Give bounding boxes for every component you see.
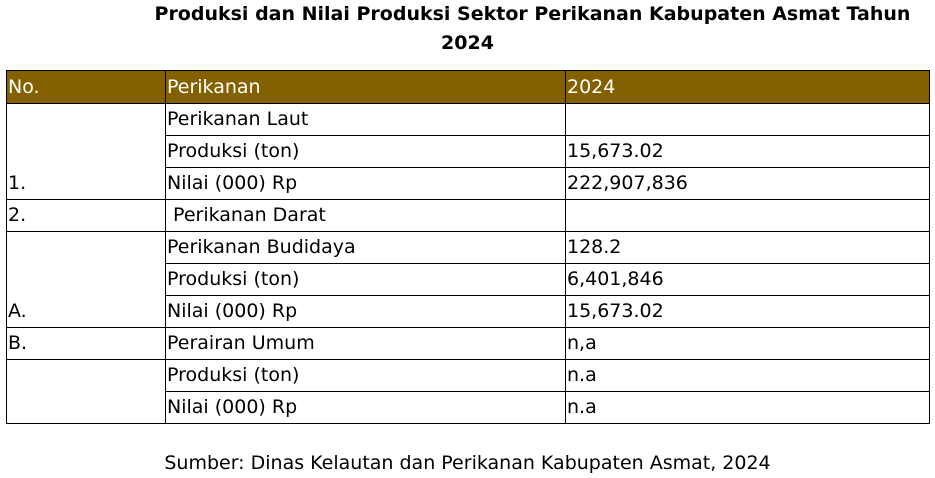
source-note: Sumber: Dinas Kelautan dan Perikanan Kab… (164, 452, 771, 474)
table-row: Nilai (000) Rp 15,673.02 (7, 295, 930, 328)
row-value: 222,907,836 (565, 167, 930, 200)
row-item: Perairan Umum (165, 327, 566, 360)
row-value (565, 199, 930, 232)
row-value: n.a (565, 359, 930, 392)
row-number-empty (6, 359, 166, 424)
table-row: Produksi (ton) 15,673.02 (7, 135, 930, 168)
table-row: 2. Perikanan Darat (6, 199, 930, 232)
row-value: 15,673.02 (565, 135, 930, 168)
row-value (565, 103, 930, 136)
row-value: n.a (565, 391, 930, 424)
table-header-row: No. Perikanan 2024 (6, 70, 930, 104)
header-no: No. (6, 70, 166, 104)
table-row: Nilai (000) Rp n.a (7, 391, 930, 424)
table-row: Nilai (000) Rp 222,907,836 (7, 167, 930, 200)
title-line-2: 2024 (441, 32, 494, 54)
row-item: Perikanan Budidaya (165, 231, 566, 264)
row-item: Perikanan Darat (165, 199, 566, 232)
row-item: Nilai (000) Rp (165, 295, 566, 328)
title-line-1: Produksi dan Nilai Produksi Sektor Perik… (154, 3, 911, 25)
header-perikanan: Perikanan (165, 70, 566, 104)
row-value: 128.2 (565, 231, 930, 264)
row-number-1: 1. (6, 103, 166, 200)
row-item: Produksi (ton) (165, 135, 566, 168)
row-value: n,a (565, 327, 930, 360)
fisheries-table: No. Perikanan 2024 1. Perikanan Laut Pro… (6, 70, 930, 424)
row-value: 15,673.02 (565, 295, 930, 328)
row-item: Perikanan Laut (165, 103, 566, 136)
page-title: Produksi dan Nilai Produksi Sektor Perik… (0, 0, 935, 58)
row-item: Nilai (000) Rp (165, 167, 566, 200)
row-item: Produksi (ton) (165, 359, 566, 392)
row-number-a: A. (6, 231, 166, 328)
header-year: 2024 (565, 70, 930, 104)
row-item: Produksi (ton) (165, 263, 566, 296)
table-row: A. Perikanan Budidaya 128.2 (6, 231, 930, 328)
row-number-b: B. (6, 327, 166, 360)
table-row: B. Perairan Umum n,a (6, 327, 930, 360)
table-row: Produksi (ton) n.a (6, 359, 930, 424)
row-item: Nilai (000) Rp (165, 391, 566, 424)
row-number-2: 2. (6, 199, 166, 232)
row-value: 6,401,846 (565, 263, 930, 296)
table-row: Produksi (ton) 6,401,846 (7, 263, 930, 296)
table-row: 1. Perikanan Laut (6, 103, 930, 200)
